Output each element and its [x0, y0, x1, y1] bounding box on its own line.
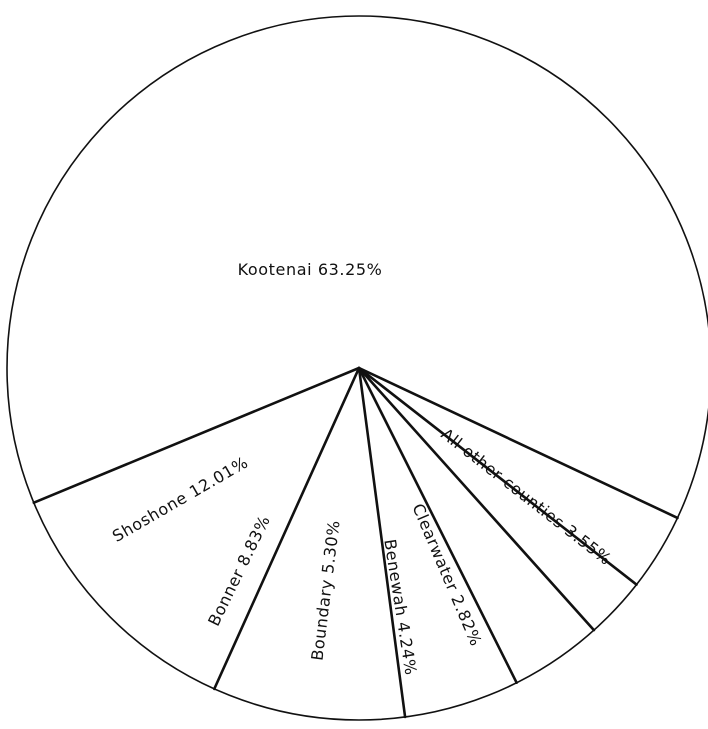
slice-divider-clearwater-start [357, 366, 638, 586]
slice-divider-bonner-start [357, 366, 407, 719]
slice-divider-all-other-counties-start [357, 366, 679, 520]
slice-label-kootenai: Kootenai 63.25% [238, 260, 383, 279]
slice-divider-kootenai-start [32, 366, 361, 505]
slice-divider-shoshone-start [213, 366, 361, 691]
slice-dividers [32, 366, 679, 719]
slice-divider-benewah-start [357, 366, 596, 632]
slice-divider-boundary-start [357, 366, 518, 685]
